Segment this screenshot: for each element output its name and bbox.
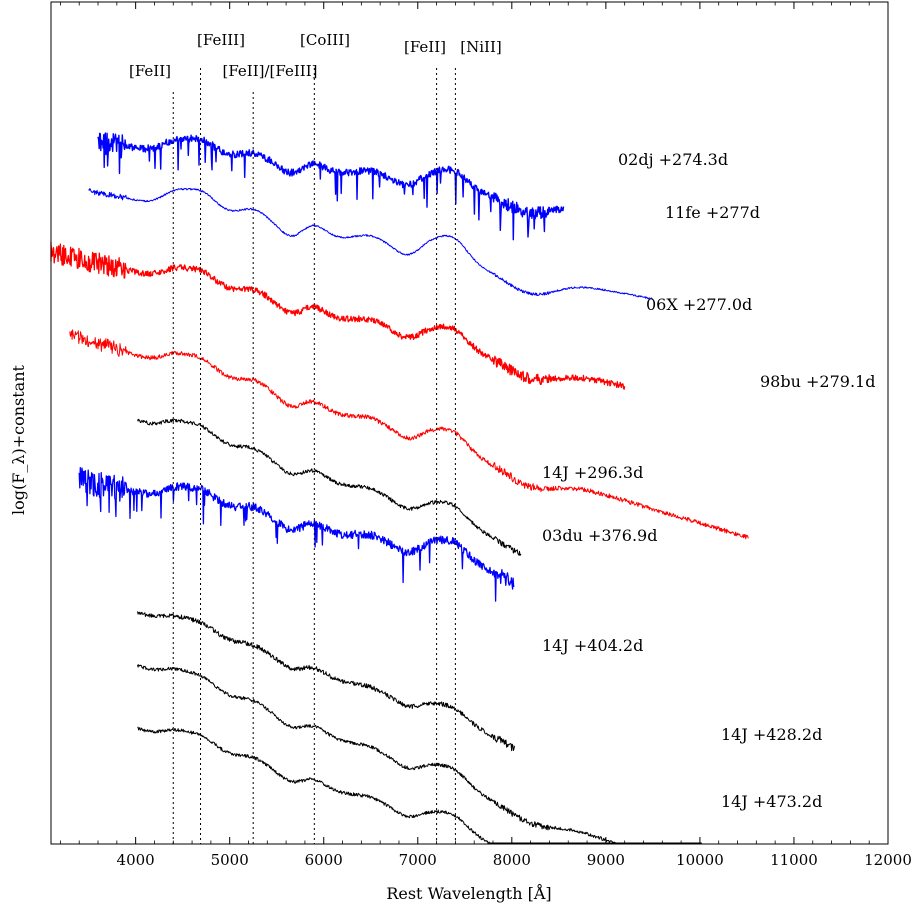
x-tick-label: 11000	[770, 851, 818, 869]
x-axis-ticks: 4000 5000 6000 7000 8000 9000 10000 11000 12000	[60, 2, 912, 869]
x-tick-label: 12000	[864, 851, 912, 869]
line-marker-label: [NiII]	[460, 38, 501, 56]
spectrum-label: 14J +404.2d	[542, 636, 643, 655]
line-marker-label: [FeII]	[404, 38, 446, 56]
spectrum-line	[97, 132, 565, 241]
line-marker-group: [FeII] [FeIII] [FeII]/[FeIII] [CoIII] [FeII]…	[129, 31, 502, 844]
x-tick-label: 6000	[305, 851, 343, 869]
spectrum-label: 11fe +277d	[665, 203, 760, 222]
spectrum-labels: 02dj +274.3d 11fe +277d 06X +277.0d 98bu +2…	[542, 150, 875, 811]
spectrum-line	[88, 187, 654, 301]
spectrum-line	[137, 611, 515, 752]
x-tick-label: 7000	[399, 851, 437, 869]
y-axis-label: log(F_λ)+constant	[9, 364, 28, 515]
x-tick-label: 8000	[493, 851, 531, 869]
spectrum-line	[137, 418, 522, 556]
line-marker-label: [CoIII]	[300, 31, 350, 49]
spectra-series-group	[50, 132, 749, 844]
spectrum-line	[78, 466, 515, 602]
x-tick-label: 10000	[676, 851, 724, 869]
spectrum-label: 03du +376.9d	[542, 526, 657, 545]
x-tick-label: 4000	[117, 851, 155, 869]
spectrum-label: 02dj +274.3d	[618, 150, 728, 169]
spectrum-line	[50, 241, 626, 390]
x-axis-label: Rest Wavelength [Å]	[386, 883, 551, 903]
spectrum-label: 06X +277.0d	[646, 295, 752, 314]
line-marker-label: [FeII]/[FeIII]	[222, 62, 317, 80]
line-marker-label: [FeII]	[129, 62, 171, 80]
spectrum-label: 14J +473.2d	[721, 792, 822, 811]
spectrum-line	[137, 664, 702, 844]
spectrum-label: 14J +428.2d	[721, 725, 822, 744]
spectrum-label: 14J +296.3d	[542, 463, 643, 482]
spectrum-label: 98bu +279.1d	[760, 372, 875, 391]
line-marker-label: [FeIII]	[197, 31, 245, 49]
x-tick-label: 9000	[587, 851, 625, 869]
spectrum-line	[137, 726, 700, 844]
spectrum-line	[69, 329, 749, 540]
x-tick-label: 5000	[211, 851, 249, 869]
plot-frame	[50, 1, 889, 845]
